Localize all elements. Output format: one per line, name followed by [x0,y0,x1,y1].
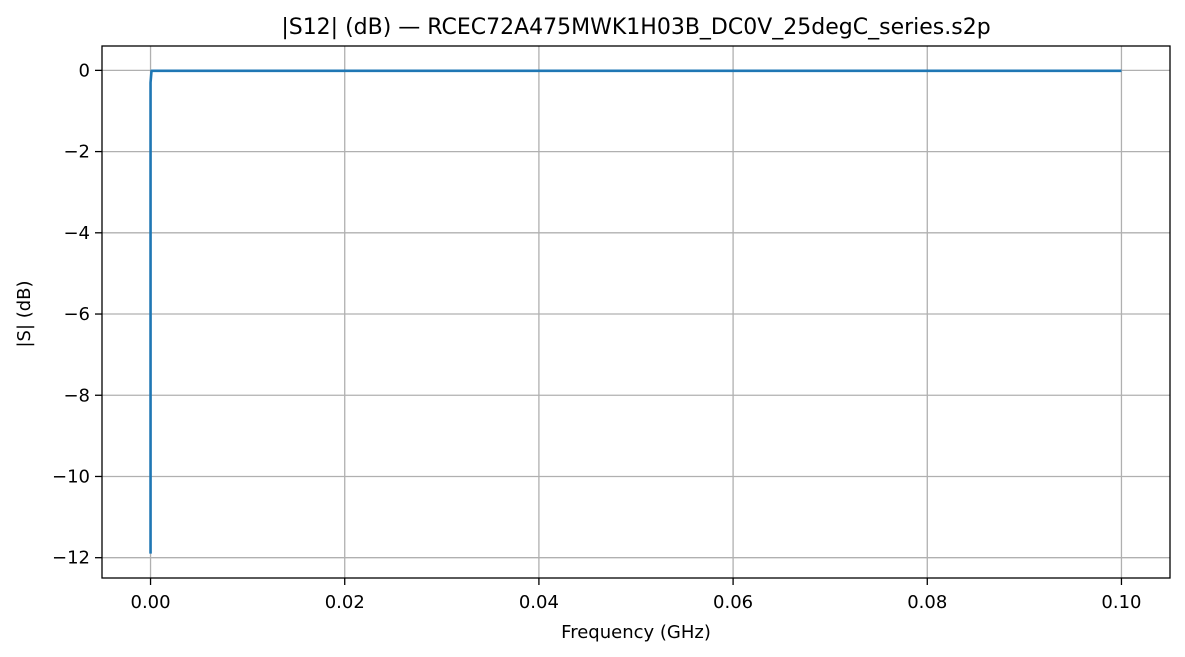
axes-layer [101,45,1171,579]
x-tick-label: 0.02 [325,592,365,613]
y-tick-label: 0 [79,60,90,81]
x-tick-label: 0.10 [1101,592,1141,613]
series-line [149,69,1122,554]
plot-frame [101,45,1171,579]
chart-title: |S12| (dB) — RCEC72A475MWK1H03B_DC0V_25d… [281,15,990,40]
x-tick-label: 0.08 [907,592,947,613]
y-axis-label: |S| (dB) [14,280,35,347]
x-tick-label: 0.04 [519,592,559,613]
y-tick-label: −12 [52,548,90,569]
y-tick-label: −6 [63,304,90,325]
ticks-layer: 0.00 0.02 0.04 0.06 0.08 0.10 0 −2 −4 −6 −8 −10 −12 [52,60,1141,613]
x-axis-label: Frequency (GHz) [561,622,711,643]
x-tick-label: 0.06 [713,592,753,613]
y-tick-label: −10 [52,466,90,487]
grid-layer [102,46,1170,578]
series-layer [149,69,1122,554]
y-tick-label: −8 [63,385,90,406]
x-tick-label: 0.00 [131,592,171,613]
y-tick-label: −4 [63,223,90,244]
y-tick-label: −2 [63,142,90,163]
